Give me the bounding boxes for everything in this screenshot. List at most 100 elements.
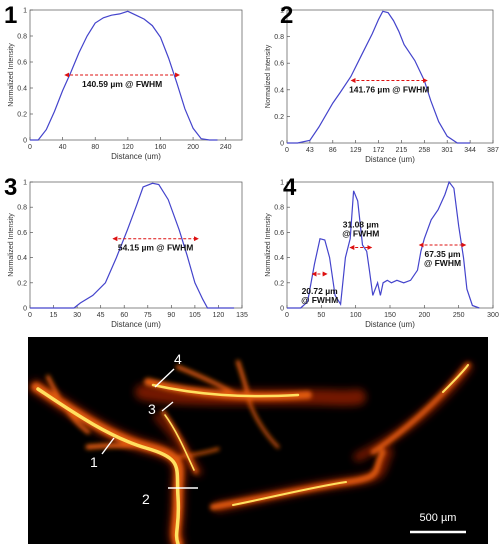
vessel-network <box>29 360 473 544</box>
chart-3-xtick-label: 120 <box>213 312 225 319</box>
chart-1-xtick-label: 80 <box>91 144 99 151</box>
chart-4-xtick-label: 300 <box>487 312 499 319</box>
chart-1-xtick-label: 0 <box>28 144 32 151</box>
chart-1-xtick-label: 120 <box>122 144 134 151</box>
chart-3-ytick-label: 0.2 <box>17 280 27 287</box>
chart-2-ytick-label: 0.4 <box>274 87 284 94</box>
chart-4-ytick-label: 0.4 <box>274 255 284 262</box>
scale-bar-label: 500 µm <box>420 512 457 524</box>
chart-2-xtick-label: 258 <box>418 147 430 154</box>
chart-2-fwhm-annotation: 141.76 µm @ FWHM <box>349 84 429 94</box>
chart-3-ytick-label: 0 <box>23 306 27 313</box>
chart-3-ytick-label: 1 <box>23 180 27 187</box>
profile-line-3 <box>161 401 174 412</box>
chart-4-xtick-label: 50 <box>317 312 325 319</box>
chart-1-ytick-label: 0 <box>23 138 27 145</box>
chart-2-ytick-label: 0.6 <box>274 61 284 68</box>
chart-2-xtick-label: 387 <box>487 147 499 154</box>
chart-3-ytick-label: 0.4 <box>17 255 27 262</box>
chart-3-intensity-line <box>30 182 235 309</box>
chart-3-xtick-label: 75 <box>144 312 152 319</box>
chart-3-xtick-label: 30 <box>73 312 81 319</box>
chart-1-intensity-line <box>30 10 218 141</box>
chart-3-xtick-label: 0 <box>28 312 32 319</box>
chart-2-ytick-label: 0.2 <box>274 114 284 121</box>
chart-1-ylabel: Normalized Intensity <box>8 43 15 107</box>
chart-3-xtick-label: 15 <box>50 312 58 319</box>
chart-1-ytick-label: 0.4 <box>17 86 27 93</box>
profile-line-1 <box>101 437 115 455</box>
chart-4-ylabel: Normalized Intensity <box>265 213 272 277</box>
chart-4-fwhm-annotation: 31.08 µm @ FWHM <box>342 220 379 239</box>
chart-3-svg: 0 0.2 0.4 0.6 0.8 1 0 15 30 45 60 75 90 105 120 135 Dist… <box>8 180 248 330</box>
chart-1-fwhm-annotation: 140.59 µm @ FWHM <box>82 79 162 89</box>
chart-3-ytick-label: 0.6 <box>17 230 27 237</box>
panel-number-4: 4 <box>283 174 297 201</box>
panel-number-3: 3 <box>4 174 18 201</box>
chart-4-xtick-label: 200 <box>418 312 430 319</box>
profile-label-4: 4 <box>174 351 182 367</box>
chart-3-xlabel: Distance (um) <box>111 320 161 329</box>
chart-1-xtick-label: 40 <box>59 144 67 151</box>
panel-number-2: 2 <box>280 2 294 29</box>
chart-2-xtick-label: 0 <box>285 147 289 154</box>
vessel-image: 1 2 3 4 500 µm <box>29 351 473 544</box>
chart-1-svg: 0 0.2 0.4 0.6 0.8 1 0 40 80 120 160 200 240 Distance … <box>8 8 243 161</box>
chart-2-intensity-line <box>287 10 471 144</box>
chart-3-xtick-label: 135 <box>236 312 248 319</box>
chart-2-xtick-label: 86 <box>329 147 337 154</box>
chart-3-ytick-label: 0.8 <box>17 205 27 212</box>
chart-4-ytick-label: 0.2 <box>274 280 284 287</box>
chart-2-xtick-label: 344 <box>464 147 476 154</box>
chart-1-ytick-label: 0.8 <box>17 34 27 41</box>
chart-3-fwhm-annotation: 54.15 µm @ FWHM <box>118 243 194 253</box>
chart-4-xtick-label: 250 <box>453 312 465 319</box>
chart-2-xtick-label: 129 <box>350 147 362 154</box>
profile-label-1: 1 <box>90 454 98 470</box>
chart-2-ytick-label: 0.8 <box>274 34 284 41</box>
chart-2-xlabel: Distance (um) <box>365 155 415 164</box>
chart-panel-4: 4 0 0.2 0.4 0.6 0.8 1 0 50 100 150 200 250 300 Distan… <box>253 168 503 333</box>
chart-4-ytick-label: 1 <box>280 180 284 187</box>
chart-1-xlabel: Distance (um) <box>111 152 161 161</box>
profile-line-4 <box>154 368 175 388</box>
chart-2-ylabel: Normalized Intensity <box>265 44 272 108</box>
chart-1-ytick-label: 0.2 <box>17 112 27 119</box>
chart-3-xtick-label: 90 <box>167 312 175 319</box>
microscopy-image: 1 2 3 4 500 µm <box>28 337 488 544</box>
chart-2-ytick-label: 1 <box>280 8 284 15</box>
chart-2-xtick-label: 43 <box>306 147 314 154</box>
profile-markers <box>101 368 198 489</box>
chart-1-ytick-label: 0.6 <box>17 60 27 67</box>
chart-2-xtick-label: 172 <box>373 147 385 154</box>
chart-4-xlabel: Distance (um) <box>365 320 415 329</box>
chart-2-xtick-label: 215 <box>396 147 408 154</box>
chart-3-ylabel: Normalized Intensity <box>8 213 15 277</box>
chart-4-svg: 0 0.2 0.4 0.6 0.8 1 0 50 100 150 200 250 300 Distance… <box>265 180 499 330</box>
chart-1-xtick-label: 160 <box>155 144 167 151</box>
chart-4-ytick-label: 0.8 <box>274 205 284 212</box>
chart-4-ytick-label: 0.6 <box>274 230 284 237</box>
chart-3-plot-frame <box>29 181 243 309</box>
chart-3-xtick-label: 105 <box>189 312 201 319</box>
chart-3-xtick-label: 60 <box>120 312 128 319</box>
chart-4-xtick-label: 100 <box>350 312 362 319</box>
chart-panel-2: 2 0 0.2 0.4 0.6 0.8 1 0 43 86 129 172 215 258 301 344 3… <box>253 0 503 165</box>
chart-1-ytick-label: 1 <box>23 8 27 15</box>
chart-2-plot-frame <box>286 9 494 144</box>
chart-4-intensity-line <box>287 180 480 309</box>
chart-2-ytick-label: 0 <box>280 141 284 148</box>
profile-label-2: 2 <box>142 491 150 507</box>
chart-panel-1: 1 0 0.2 0.4 0.6 0.8 1 0 40 80 120 160 200 240 Distanc… <box>0 0 250 165</box>
chart-4-xtick-label: 150 <box>384 312 396 319</box>
chart-panel-3: 3 0 0.2 0.4 0.6 0.8 1 0 15 30 45 60 75 90 105 120 135 Di… <box>0 168 250 333</box>
chart-4-fwhm-annotation: 67.35 µm @ FWHM <box>424 249 461 268</box>
chart-1-plot-frame <box>29 9 243 141</box>
chart-2-svg: 0 0.2 0.4 0.6 0.8 1 0 43 86 129 172 215 258 301 344 387… <box>265 8 499 165</box>
panel-number-1: 1 <box>4 2 18 29</box>
chart-1-xtick-label: 200 <box>187 144 199 151</box>
chart-4-ytick-label: 0 <box>280 306 284 313</box>
chart-3-xtick-label: 45 <box>97 312 105 319</box>
chart-1-xtick-label: 240 <box>220 144 232 151</box>
chart-2-xtick-label: 301 <box>441 147 453 154</box>
